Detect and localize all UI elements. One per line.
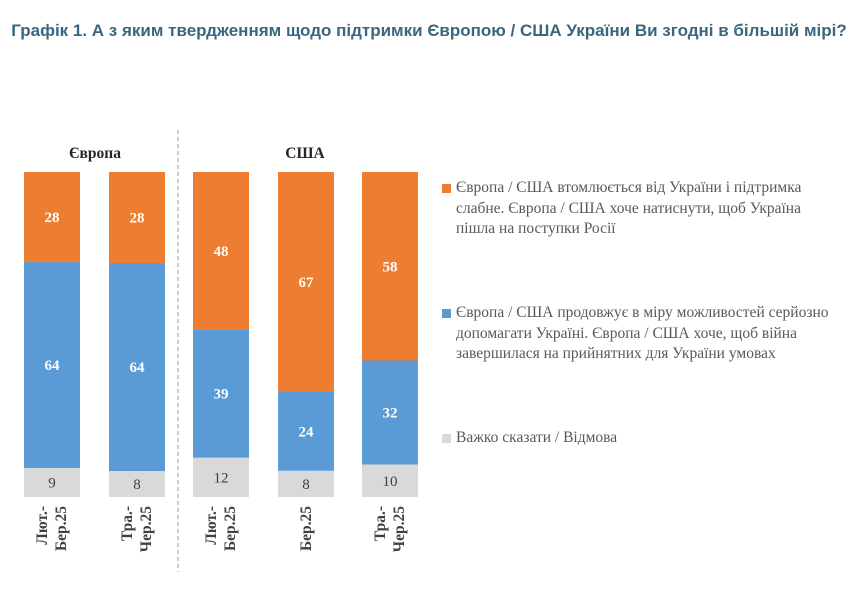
legend-label: Європа / США продовжує в міру можливосте… (456, 304, 829, 362)
svg-text:Чер.25: Чер.25 (138, 506, 155, 553)
svg-text:Тра.-: Тра.- (119, 506, 136, 541)
bar-segment (109, 263, 165, 471)
data-label: 58 (383, 259, 398, 275)
category-label: Лют.- Бер.25 (34, 506, 70, 551)
bar-segment (278, 470, 334, 497)
svg-text:Бер.25: Бер.25 (222, 506, 239, 551)
bar-segment (193, 329, 249, 458)
category-label: Тра.- Чер.25 (372, 506, 408, 553)
group-label: Європа (69, 145, 121, 162)
bar-segment (24, 172, 80, 263)
legend-item-orange: Європа / США втомлюється від України і п… (442, 178, 836, 240)
svg-text:Лют.-: Лют.- (203, 506, 220, 545)
bar-segment (193, 457, 249, 497)
bar-segment (278, 391, 334, 471)
legend-swatch (442, 309, 451, 318)
bar-segment (24, 262, 80, 469)
legend-item-gray: Важко сказати / Відмова (442, 428, 836, 449)
bar-segment (193, 172, 249, 330)
chart-title: Графік 1. А з яким твердженням щодо підт… (11, 21, 847, 40)
bar-segment (362, 464, 418, 497)
group-label: США (285, 145, 325, 162)
data-label: 10 (383, 474, 398, 490)
category-label: Бер.25 (298, 506, 315, 551)
svg-text:Бер.25: Бер.25 (298, 506, 315, 551)
data-label: 64 (45, 358, 61, 374)
data-label: 67 (299, 275, 315, 291)
bar-segment (109, 471, 165, 497)
bar-segment (109, 172, 165, 263)
data-label: 28 (45, 210, 60, 226)
bar-segment (362, 172, 418, 361)
legend-swatch (442, 434, 451, 443)
legend-swatch (442, 184, 451, 193)
data-label: 24 (299, 424, 315, 440)
bar-segment (24, 468, 80, 497)
legend-item-blue: Європа / США продовжує в міру можливосте… (442, 303, 836, 365)
data-label: 32 (383, 406, 398, 422)
data-label: 8 (302, 477, 310, 493)
data-label: 8 (133, 477, 141, 493)
data-label: 12 (214, 470, 229, 486)
data-label: 28 (130, 211, 145, 227)
legend-label: Важко сказати / Відмова (456, 429, 618, 446)
bar-segment (362, 360, 418, 465)
svg-text:Тра.-: Тра.- (372, 506, 389, 541)
svg-text:Бер.25: Бер.25 (53, 506, 70, 551)
data-label: 48 (214, 244, 229, 260)
category-label: Лют.- Бер.25 (203, 506, 239, 551)
data-label: 64 (130, 360, 146, 376)
svg-text:Лют.-: Лют.- (34, 506, 51, 545)
data-label: 39 (214, 387, 229, 403)
legend-label: Європа / США втомлюється від України і п… (456, 179, 802, 237)
category-label: Тра.- Чер.25 (119, 506, 155, 553)
svg-text:Чер.25: Чер.25 (391, 506, 408, 553)
bar-segment (278, 172, 334, 392)
data-label: 9 (48, 476, 56, 492)
